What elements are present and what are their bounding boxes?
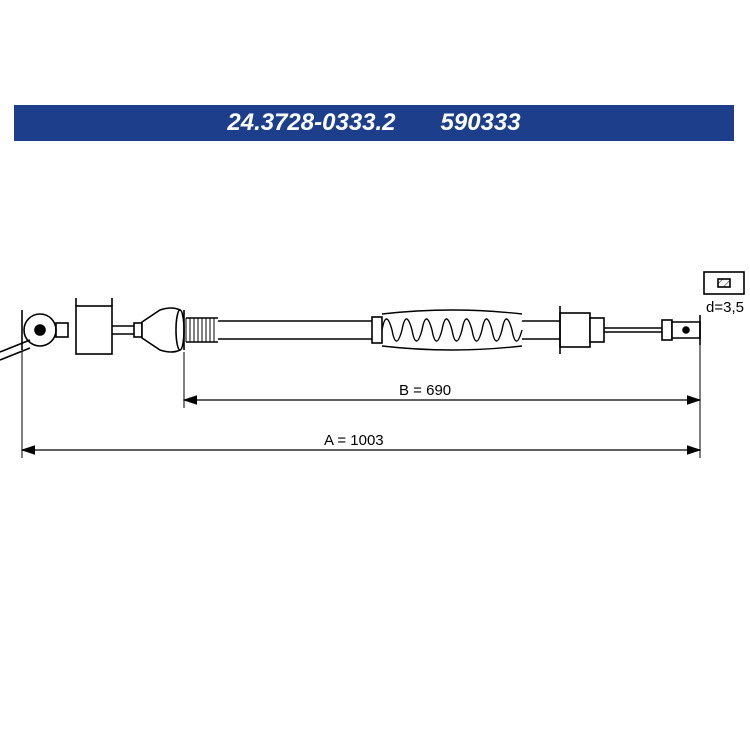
header-bar: 24.3728-0333.2 590333: [14, 105, 734, 141]
short-number: 590333: [441, 109, 521, 137]
dimension-b-label: B = 690: [395, 382, 455, 399]
dimension-a-label: A = 1003: [320, 432, 388, 449]
part-number: 24.3728-0333.2: [227, 109, 395, 137]
diameter-label: d=3,5: [706, 299, 744, 316]
drawing-canvas: 24.3728-0333.2 590333: [0, 0, 750, 750]
